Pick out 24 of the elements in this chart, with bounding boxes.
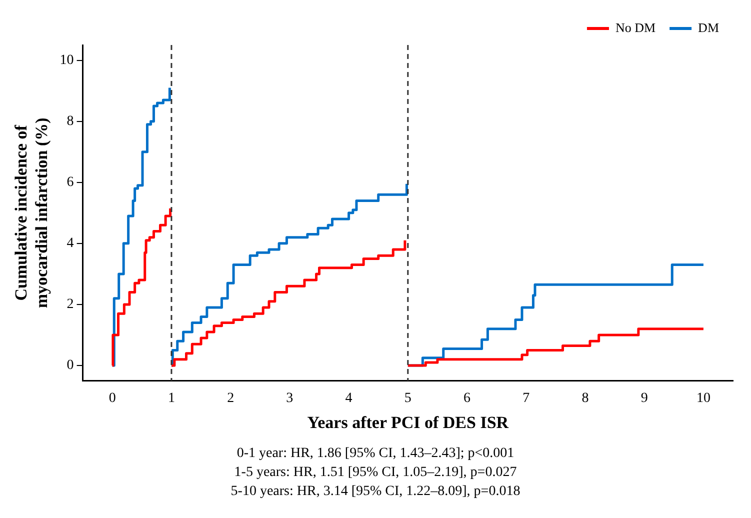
x-tick-label: 3 xyxy=(286,390,294,406)
x-tick-label: 0 xyxy=(108,390,116,406)
x-tick-label: 9 xyxy=(640,390,648,406)
legend-label: DM xyxy=(698,20,720,35)
text: 1-5 years: HR, 1.51 [95% CI, 1.05–2.19], p=0.027 xyxy=(233,464,518,482)
y-tick-label: 6 xyxy=(66,175,74,190)
y-tick-label: 4 xyxy=(66,236,74,252)
x-tick-label: 5 xyxy=(404,390,412,406)
x-tick-label: 8 xyxy=(582,390,589,406)
x-tick-label: 1 xyxy=(168,390,175,406)
x-tick-label: 7 xyxy=(522,390,530,406)
y-tick-label: 8 xyxy=(66,114,74,129)
legend-label: No DM xyxy=(615,20,656,35)
x-tick-label: 6 xyxy=(464,390,471,406)
x-tick-label: 10 xyxy=(696,390,710,406)
y-tick-label: 0 xyxy=(66,358,74,374)
x-tick-label: 4 xyxy=(345,390,352,406)
y-tick-label: 10 xyxy=(60,52,74,68)
x-axis-title: Years after PCI of DES ISR xyxy=(307,413,510,432)
text: 5-10 years: HR, 3.14 [95% CI, 1.22–8.09], p=0.018 xyxy=(230,483,522,501)
x-tick-label: 2 xyxy=(227,390,234,406)
y-tick-label: 2 xyxy=(66,297,74,312)
y-axis-title: Cumulative incidence of myocardial infarction (%) xyxy=(12,118,51,308)
text: 0-1 year: HR, 1.86 [95% CI, 1.43–2.43]; p<0.001 xyxy=(236,445,516,463)
